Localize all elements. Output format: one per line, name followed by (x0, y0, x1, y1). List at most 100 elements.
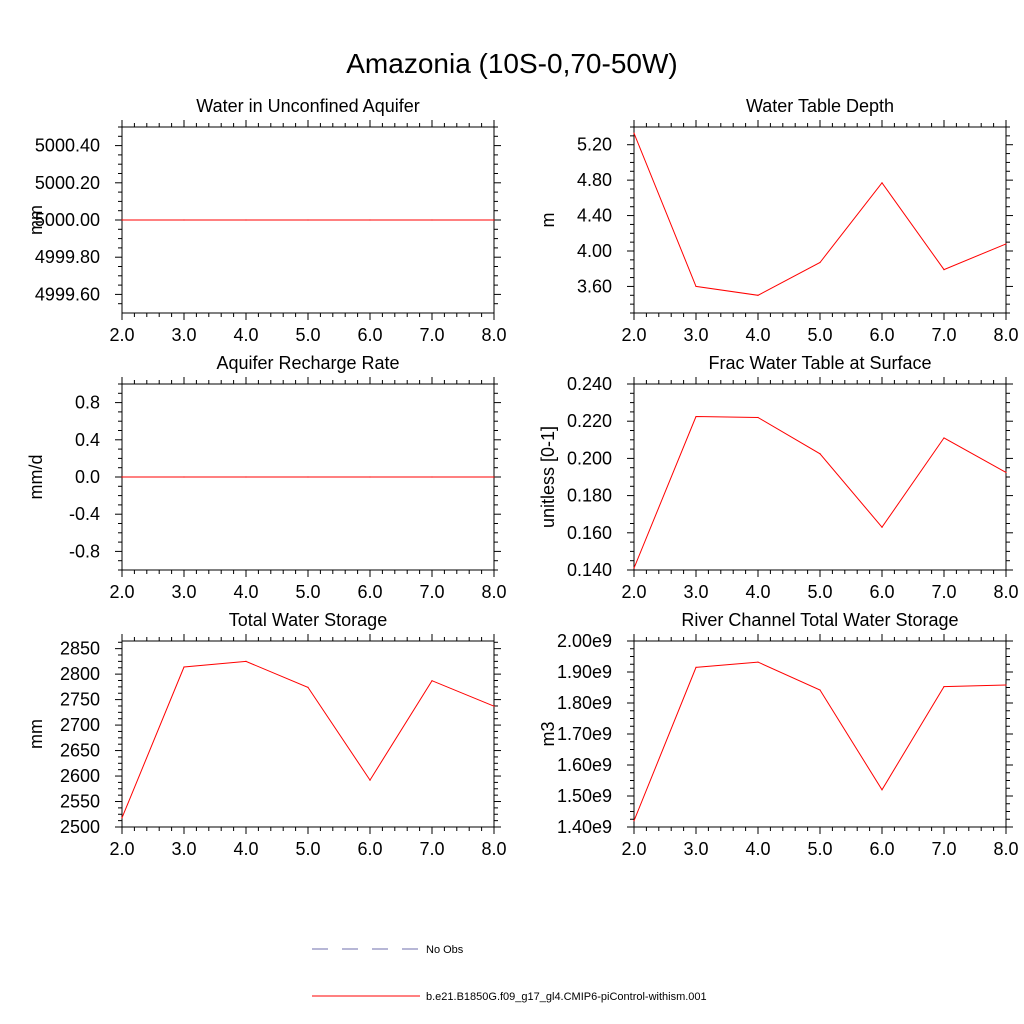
x-tick-label: 4.0 (745, 325, 770, 345)
panel-title: Total Water Storage (229, 610, 387, 630)
chart-panel-1: Water in Unconfined Aquifer mm 2.0 3.0 4.0 5.… (26, 96, 507, 345)
data-point (245, 219, 247, 221)
y-tick-label: 4.00 (577, 241, 612, 261)
data-point (943, 685, 945, 688)
y-tick-label: 2650 (60, 741, 100, 761)
chart-panel-4: Frac Water Table at Surface unitless [0-1… (538, 353, 1019, 602)
x-tick-label: 6.0 (869, 582, 894, 602)
y-tick-label: 0.4 (75, 430, 100, 450)
y-tick-label: 0.140 (567, 560, 612, 580)
data-point (493, 705, 495, 707)
panel-title: River Channel Total Water Storage (681, 610, 958, 630)
data-point (121, 219, 123, 221)
y-tick-label: -0.4 (69, 504, 100, 524)
y-tick-label: 4999.60 (35, 284, 100, 304)
x-tick-label: 4.0 (233, 839, 258, 859)
data-point (943, 269, 945, 271)
x-tick-label: 4.0 (745, 839, 770, 859)
y-axis-label: mm (26, 719, 46, 749)
data-point (757, 416, 759, 419)
y-tick-label: 4.40 (577, 206, 612, 226)
data-point (493, 219, 495, 221)
chart-panel-3: Aquifer Recharge Rate mm/d 2.0 3.0 4.0 5.0 6.0… (26, 353, 507, 602)
x-tick-label: 3.0 (171, 582, 196, 602)
y-tick-label: 1.70e9 (557, 724, 612, 744)
x-tick-label: 7.0 (419, 325, 444, 345)
x-tick-label: 8.0 (481, 839, 506, 859)
y-tick-label: -0.8 (69, 541, 100, 561)
x-tick-label: 3.0 (171, 325, 196, 345)
x-tick-label: 2.0 (621, 839, 646, 859)
data-point (183, 476, 185, 478)
y-tick-label: 0.0 (75, 467, 100, 487)
data-point (369, 476, 371, 478)
x-tick-label: 7.0 (931, 325, 956, 345)
panel-title: Aquifer Recharge Rate (216, 353, 399, 373)
legend-label-2: b.e21.B1850G.f09_g17_gl4.CMIP6-piControl… (426, 991, 707, 1003)
y-tick-label: 2750 (60, 690, 100, 710)
y-tick-label: 5000.40 (35, 136, 100, 156)
y-axis-label: m (538, 213, 558, 228)
x-tick-label: 5.0 (295, 325, 320, 345)
data-point (493, 476, 495, 478)
data-point (633, 820, 635, 822)
series-line-1 (633, 661, 1007, 821)
y-tick-label: 0.160 (567, 523, 612, 543)
x-tick-label: 8.0 (993, 582, 1018, 602)
y-tick-label: 2800 (60, 664, 100, 684)
x-tick-label: 7.0 (419, 839, 444, 859)
x-tick-label: 7.0 (419, 582, 444, 602)
y-tick-label: 4.80 (577, 170, 612, 190)
y-tick-label: 0.180 (567, 486, 612, 506)
y-axis-label: unitless [0-1] (538, 426, 558, 528)
x-tick-label: 8.0 (481, 582, 506, 602)
data-point (183, 219, 185, 221)
x-tick-label: 6.0 (869, 325, 894, 345)
y-tick-label: 2550 (60, 792, 100, 812)
panel-title: Frac Water Table at Surface (708, 353, 931, 373)
data-point (1005, 243, 1007, 245)
y-tick-label: 2600 (60, 766, 100, 786)
legend: No Obs b.e21.B1850G.f09_g17_gl4.CMIP6-piC… (312, 944, 707, 1003)
x-tick-label: 8.0 (993, 839, 1018, 859)
x-tick-label: 5.0 (807, 325, 832, 345)
data-point (819, 261, 821, 264)
data-point (1005, 471, 1007, 473)
x-tick-label: 2.0 (621, 325, 646, 345)
x-tick-label: 5.0 (807, 582, 832, 602)
data-point (757, 661, 759, 663)
chart-panel-5: Total Water Storage mm 2.0 3.0 4.0 5.0 6.0 7.0 8… (26, 610, 507, 859)
x-tick-label: 4.0 (233, 325, 258, 345)
x-tick-label: 4.0 (233, 582, 258, 602)
plot-frame (121, 640, 495, 828)
y-tick-label: 1.60e9 (557, 755, 612, 775)
data-point (819, 453, 821, 455)
data-point (431, 476, 433, 478)
y-tick-label: 0.240 (567, 374, 612, 394)
x-tick-label: 5.0 (295, 839, 320, 859)
series-line-1 (633, 415, 1007, 569)
x-tick-label: 3.0 (171, 839, 196, 859)
data-point (695, 666, 697, 668)
x-tick-label: 7.0 (931, 839, 956, 859)
x-tick-label: 5.0 (295, 582, 320, 602)
x-tick-label: 6.0 (869, 839, 894, 859)
data-point (431, 219, 433, 221)
data-point (695, 285, 697, 288)
series-line-1 (121, 660, 495, 818)
series-line-1 (633, 133, 1007, 296)
chart-panel-2: Water Table Depth m 2.0 3.0 4.0 5.0 6.0 7.0 8.0 3… (538, 96, 1019, 345)
y-tick-label: 3.60 (577, 276, 612, 296)
data-point (369, 219, 371, 221)
panel-title: Water in Unconfined Aquifer (196, 96, 419, 116)
data-point (121, 476, 123, 478)
y-tick-label: 5000.20 (35, 173, 100, 193)
data-point (943, 437, 945, 439)
data-point (881, 526, 883, 528)
data-point (369, 779, 371, 781)
plot-frame (633, 126, 1007, 314)
legend-label-1: No Obs (426, 944, 464, 956)
data-point (695, 415, 697, 418)
y-tick-label: 5000.00 (35, 210, 100, 230)
